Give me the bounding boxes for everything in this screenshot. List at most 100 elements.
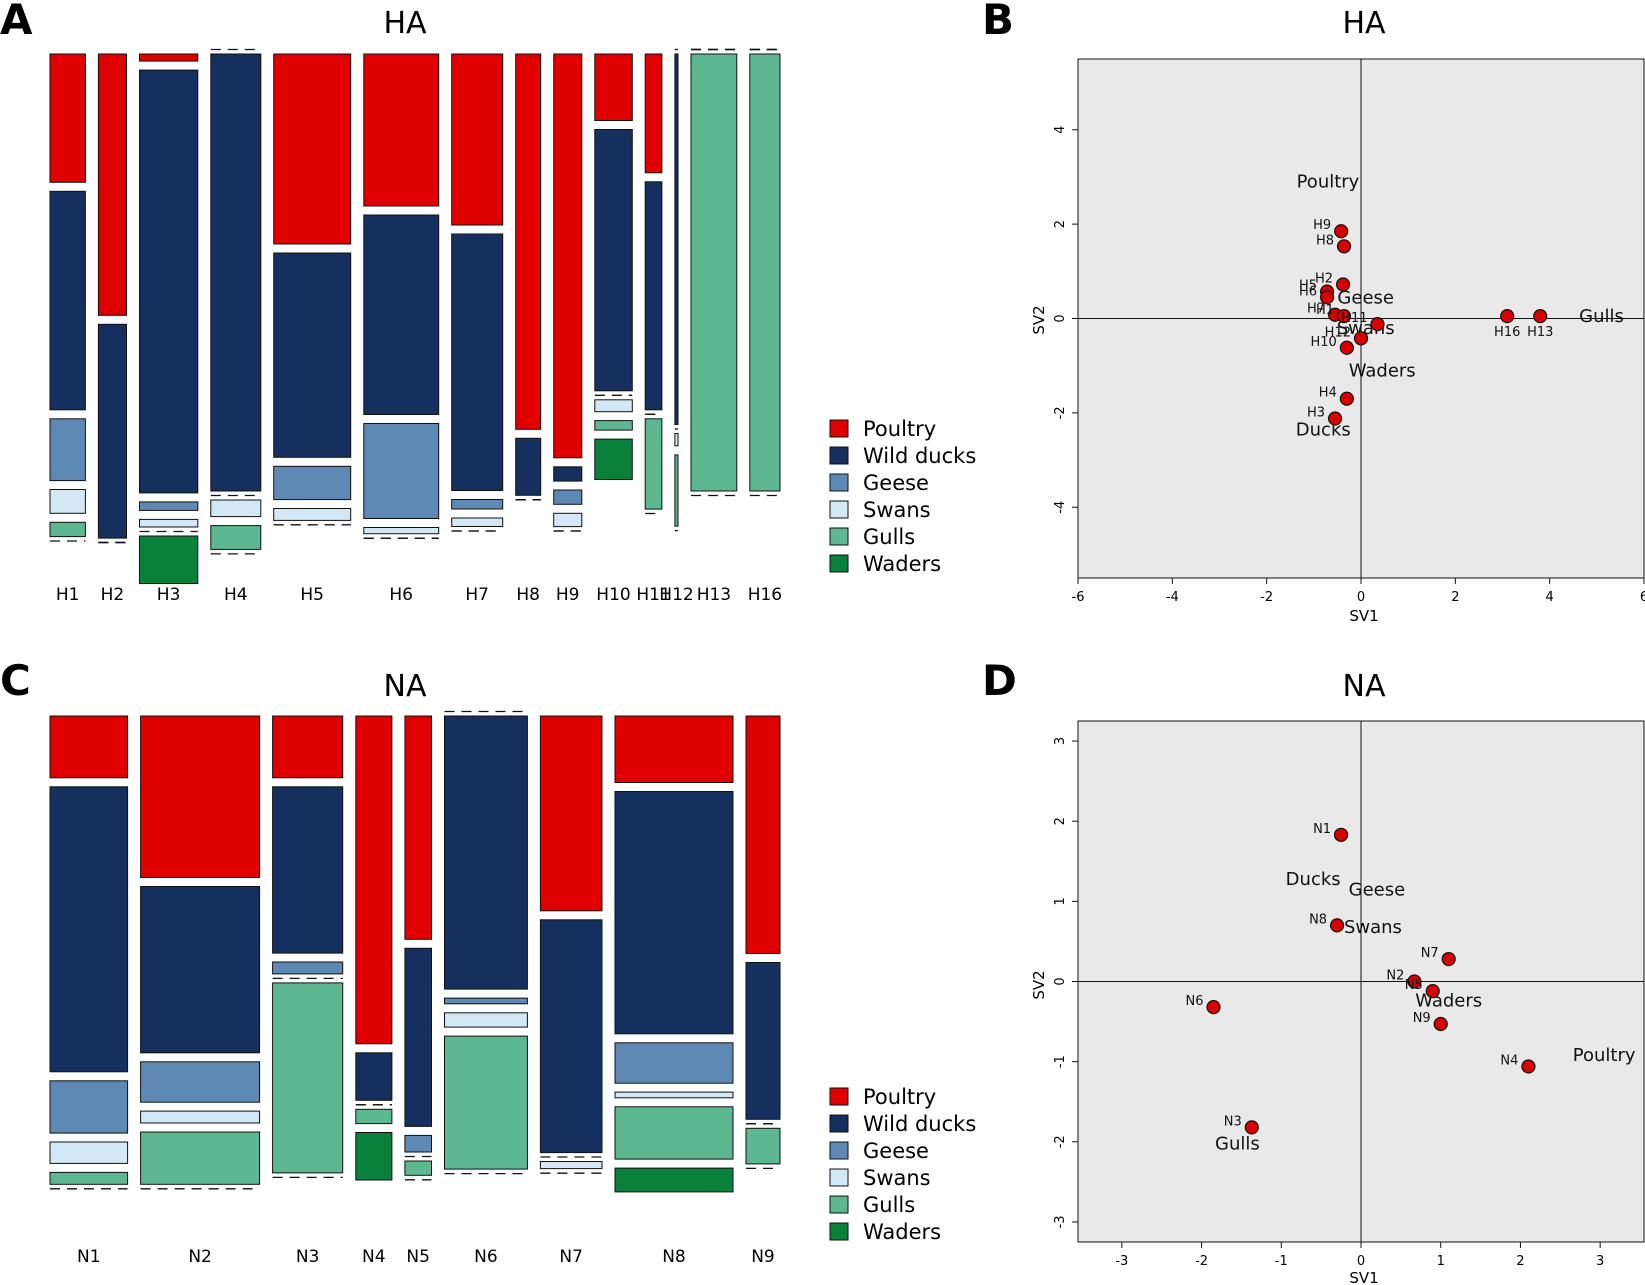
y-tick-label: -1 (1053, 1055, 1068, 1068)
tile-h10-swans (594, 399, 633, 413)
x-tick-label: 2 (1516, 1254, 1524, 1269)
point-label-h7: H7 (1307, 302, 1325, 317)
legend-swatch-geese (829, 1141, 849, 1160)
tile-h7-geese (451, 499, 504, 510)
tile-h1-wild-ducks (49, 190, 86, 411)
tile-h6-swans (363, 527, 440, 535)
tile-h10-gulls (594, 420, 633, 431)
tile-n9-poultry (745, 715, 781, 954)
panel-c-title: NA (384, 669, 427, 704)
point-n9 (1433, 1016, 1448, 1032)
point-h3 (1327, 411, 1343, 426)
tile-h9-poultry (553, 53, 583, 459)
legend-swatch-waders (829, 1222, 849, 1241)
point-n4 (1521, 1059, 1536, 1074)
y-tick-label: 0 (1053, 977, 1068, 985)
point-h13 (1533, 309, 1548, 324)
legend-swatch-poultry (829, 1087, 849, 1106)
tile-n2-geese (140, 1061, 261, 1103)
point-n3 (1244, 1120, 1259, 1135)
x-tick-label: 3 (1596, 1254, 1604, 1269)
legend: Poultry Wild ducks Geese Swans Gulls Waders (829, 417, 976, 576)
tile-h3-poultry (139, 53, 199, 62)
tile-n8-gulls (614, 1106, 734, 1160)
panel-d-title: NA (1343, 669, 1386, 704)
legend-label-swans: Swans (863, 1166, 931, 1190)
point-label-h12: H12 (1325, 325, 1351, 340)
tile-n7-swans (539, 1161, 603, 1170)
tile-h12-gulls (674, 454, 679, 527)
x-tick-label: 1 (1437, 1254, 1445, 1269)
legend-label-wild-ducks: Wild ducks (863, 1112, 976, 1136)
tile-h12-swans (674, 433, 679, 447)
point-label-h13: H13 (1527, 325, 1553, 340)
tile-n3-poultry (272, 715, 344, 779)
category-label-h16: H16 (748, 585, 782, 605)
point-label-n7: N7 (1421, 946, 1439, 961)
mosaic-tiles (49, 48, 781, 584)
category-label-h8: H8 (516, 585, 540, 605)
legend: Poultry Wild ducks Geese Swans Gulls Waders (829, 1085, 976, 1244)
tile-n3-geese (272, 961, 344, 975)
x-tick-label: -6 (1072, 590, 1085, 605)
variable-labels: Ducks Geese Swans Waders Poultry Gulls (1215, 869, 1636, 1155)
category-label-h5: H5 (300, 585, 324, 605)
point-n1 (1333, 827, 1349, 842)
biplot-panel-na: NA -3 -2 -1 0 1 2 3 -3 -2 -1 0 1 2 3 Ducks Geese Swans W… (1030, 669, 1645, 1285)
variable-label-waders: Waders (1349, 360, 1416, 381)
panel-a-title: HA (383, 6, 427, 41)
y-tick-label: 0 (1053, 314, 1068, 322)
tile-n7-wild-ducks (539, 919, 603, 1154)
category-label-h9: H9 (556, 585, 580, 605)
tile-n5-geese (404, 1134, 432, 1153)
y-tick-label: 2 (1053, 817, 1068, 825)
panel-letter-a: A (0, 0, 33, 44)
x-tick-label: -1 (1275, 1254, 1288, 1269)
category-label-n7: N7 (559, 1247, 583, 1267)
tile-n6-swans (444, 1012, 528, 1028)
x-tick-label: 4 (1546, 590, 1554, 605)
point-label-n2: N2 (1386, 969, 1404, 984)
point-label-n9: N9 (1413, 1011, 1431, 1026)
point-h6 (1319, 290, 1335, 305)
point-label-h3: H3 (1307, 406, 1325, 421)
tile-n8-poultry (614, 715, 734, 783)
point-label-n4: N4 (1500, 1053, 1518, 1068)
tile-h10-waders (594, 438, 633, 481)
tile-h11-wild-ducks (644, 181, 663, 411)
category-label-n6: N6 (474, 1247, 498, 1267)
x-axis-label: SV1 (1349, 1269, 1378, 1285)
category-label-h6: H6 (389, 585, 413, 605)
tile-n5-wild-ducks (404, 947, 432, 1127)
tile-h8-poultry (515, 53, 542, 430)
tile-n8-swans (614, 1091, 734, 1099)
tile-n4-poultry (355, 715, 393, 1045)
x-tick-label: 2 (1451, 590, 1459, 605)
tile-h1-geese (49, 418, 86, 482)
tile-h11-gulls (644, 418, 663, 510)
tile-n6-geese (444, 997, 528, 1005)
point-label-h10: H10 (1311, 335, 1337, 350)
tile-h2-wild-ducks (97, 323, 128, 539)
point-label-n3: N3 (1224, 1114, 1242, 1129)
category-label-h10: H10 (596, 585, 630, 605)
tile-h1-poultry (49, 53, 86, 183)
legend-label-gulls: Gulls (863, 525, 915, 549)
panel-b-title: HA (1342, 6, 1386, 41)
tile-n4-gulls (355, 1108, 393, 1125)
tile-n6-wild-ducks (444, 715, 528, 990)
tile-h6-geese (363, 423, 440, 519)
tile-n1-gulls (49, 1171, 129, 1185)
legend-label-poultry: Poultry (863, 1085, 936, 1109)
tile-n1-geese (49, 1080, 129, 1134)
y-tick-label: -2 (1053, 1135, 1068, 1148)
tile-h3-wild-ducks (139, 69, 199, 494)
variable-label-geese: Geese (1349, 879, 1406, 900)
y-axis-label: SV2 (1030, 305, 1048, 334)
legend-label-wild-ducks: Wild ducks (863, 444, 976, 468)
legend-label-waders: Waders (863, 552, 941, 576)
point-label-h1: H1 (1316, 303, 1334, 318)
point-n7 (1441, 951, 1456, 967)
category-label-h13: H13 (697, 585, 731, 605)
